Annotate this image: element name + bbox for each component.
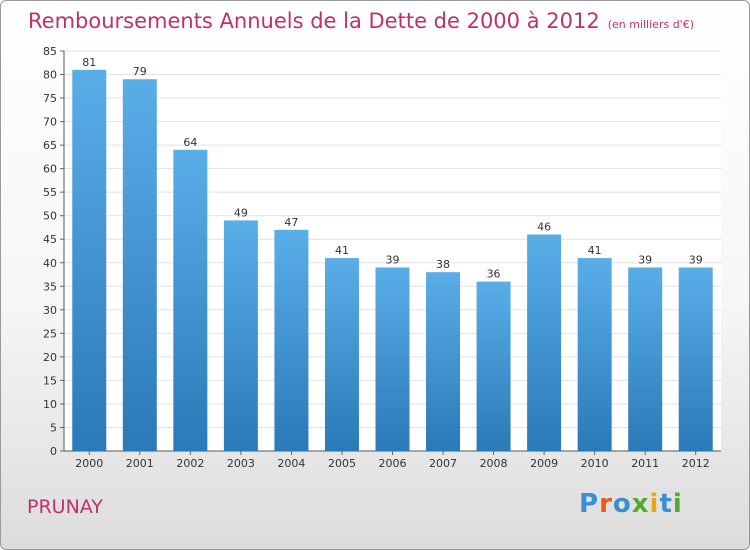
data-label: 79 [133,65,147,78]
data-label: 39 [689,253,703,266]
bar [678,267,713,451]
y-tick-label: 40 [43,257,57,270]
bar [223,220,258,451]
logo-letter: x [631,489,650,519]
data-label: 49 [234,206,248,219]
bar [426,272,461,451]
x-tick-label: 2009 [530,457,558,470]
x-tick-label: 2011 [631,457,659,470]
data-label: 39 [638,253,652,266]
x-tick-label: 2000 [75,457,103,470]
proxiti-logo[interactable]: Proxiti [579,489,683,519]
data-label: 41 [335,244,349,257]
chart-subtitle: (en milliers d'€) [607,18,694,31]
y-tick-label: 75 [43,92,57,105]
bar [72,69,107,451]
logo-letter: o [612,489,632,519]
y-tick-label: 30 [43,304,57,317]
bar [476,281,511,451]
data-label: 81 [82,56,96,69]
y-tick-label: 25 [43,327,57,340]
x-tick-label: 2001 [126,457,154,470]
y-tick-label: 80 [43,69,57,82]
x-tick-label: 2004 [277,457,305,470]
data-label: 38 [436,258,450,271]
y-tick-label: 65 [43,139,57,152]
x-tick-label: 2007 [429,457,457,470]
logo-letter: i [672,489,683,519]
y-tick-label: 15 [43,374,57,387]
x-tick-label: 2010 [581,457,609,470]
chart-title-text: Remboursements Annuels de la Dette de 20… [28,9,600,33]
y-tick-label: 35 [43,280,57,293]
bar [577,258,612,451]
x-tick-label: 2012 [682,457,710,470]
logo-letter: P [579,489,600,519]
x-tick-label: 2008 [480,457,508,470]
data-label: 39 [386,253,400,266]
bar [122,79,157,451]
y-tick-label: 45 [43,233,57,246]
y-tick-label: 0 [50,445,57,458]
bar [628,267,663,451]
place-name: PRUNAY [27,496,103,518]
bar [527,234,562,451]
logo-letter: t [659,489,673,519]
y-tick-label: 70 [43,116,57,129]
y-tick-label: 60 [43,163,57,176]
data-label: 47 [284,216,298,229]
logo-letter: i [649,489,660,519]
y-tick-label: 20 [43,351,57,364]
y-tick-label: 55 [43,186,57,199]
bar [324,258,359,451]
logo-letter: r [599,489,613,519]
y-tick-label: 10 [43,398,57,411]
x-tick-label: 2005 [328,457,356,470]
x-tick-label: 2006 [379,457,407,470]
y-tick-label: 5 [50,421,57,434]
chart-title: Remboursements Annuels de la Dette de 20… [28,9,694,33]
y-tick-label: 85 [43,45,57,58]
bar [173,149,208,451]
data-label: 41 [588,244,602,257]
bar [375,267,410,451]
data-label: 36 [487,268,501,281]
data-label: 46 [537,221,551,234]
y-tick-label: 50 [43,210,57,223]
data-label: 64 [183,136,197,149]
bar [274,229,309,451]
x-tick-label: 2003 [227,457,255,470]
x-tick-label: 2002 [176,457,204,470]
